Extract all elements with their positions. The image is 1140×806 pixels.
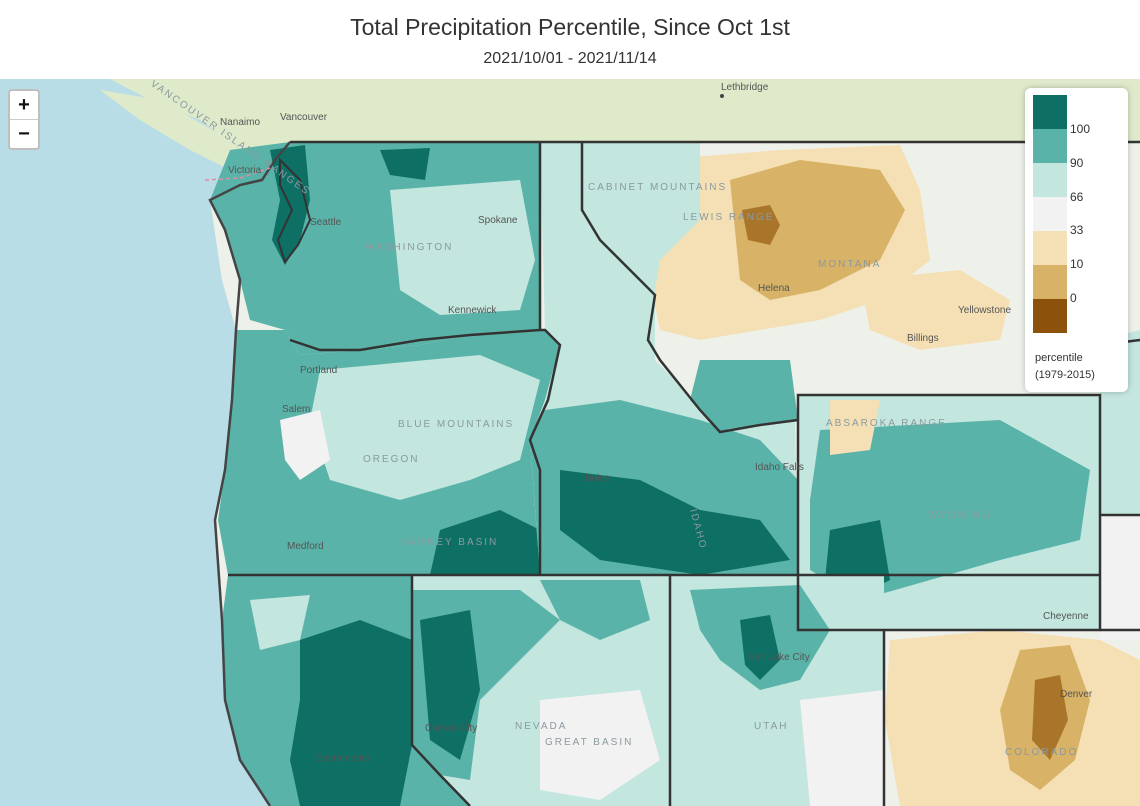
city-spokane: Spokane bbox=[478, 215, 518, 226]
zoom-out-button[interactable]: − bbox=[18, 123, 30, 145]
city-portland: Portland bbox=[300, 365, 337, 376]
nevada-north-wet bbox=[540, 580, 650, 640]
legend-tick-100: 100 bbox=[1070, 122, 1091, 136]
city-seattle: Seattle bbox=[310, 217, 342, 228]
region-nevada: NEVADA bbox=[515, 721, 567, 732]
legend-swatch-near-normal bbox=[1033, 197, 1067, 231]
california-moderate-patch bbox=[250, 595, 310, 650]
city-salt-lake-city: Salt Lake City bbox=[748, 652, 810, 663]
city-boise: Boise bbox=[585, 473, 610, 484]
nevada-wettest bbox=[420, 610, 480, 760]
puget-sound-shore bbox=[276, 157, 312, 265]
region-harney-basin: HARNEY BASIN bbox=[400, 537, 498, 548]
city-helena: Helena bbox=[758, 283, 790, 294]
city-idaho-falls: Idaho Falls bbox=[755, 462, 804, 473]
city-labels: Lethbridge Nanaimo Vancouver Victoria Se… bbox=[220, 82, 1093, 764]
map-legend: 100 90 66 33 10 0 percentile (1979-2015) bbox=[1025, 88, 1128, 392]
city-cheyenne: Cheyenne bbox=[1043, 611, 1089, 622]
region-utah: UTAH bbox=[754, 721, 788, 732]
harney-basin-wettest bbox=[430, 510, 540, 575]
region-washington: WASHINGTON bbox=[365, 242, 453, 253]
city-denver: Denver bbox=[1060, 689, 1093, 700]
legend-swatch-33-66 bbox=[1033, 163, 1067, 197]
wyoming-dry-patch bbox=[830, 400, 880, 455]
legend-swatch-66-90 bbox=[1033, 129, 1067, 163]
city-sacramento: Sacramento bbox=[316, 753, 370, 764]
region-lewis-range: LEWIS RANGE bbox=[683, 212, 774, 223]
colorado-driest-spot bbox=[1032, 675, 1068, 760]
legend-swatch-0-10 bbox=[1033, 265, 1067, 299]
legend-swatch-10-33 bbox=[1033, 231, 1067, 265]
montana-driest-spot bbox=[742, 205, 780, 245]
region-great-basin: GREAT BASIN bbox=[545, 737, 633, 748]
region-blue-mountains: BLUE MOUNTAINS bbox=[398, 419, 514, 430]
city-victoria: Victoria bbox=[228, 165, 262, 176]
city-carson-city: Carson City bbox=[425, 723, 477, 734]
canada-land bbox=[110, 79, 1140, 160]
city-medford: Medford bbox=[287, 541, 324, 552]
oregon-moderate bbox=[310, 355, 540, 500]
california-wettest bbox=[290, 620, 412, 806]
region-wyoming: WYOMING bbox=[928, 510, 992, 521]
oregon-dry-patch bbox=[280, 410, 330, 480]
cascades-wettest bbox=[380, 148, 430, 180]
city-salem: Salem bbox=[282, 404, 310, 415]
region-oregon: OREGON bbox=[363, 454, 419, 465]
city-kennewick: Kennewick bbox=[448, 305, 497, 316]
region-cabinet-mountains: CABINET MOUNTAINS bbox=[588, 182, 727, 193]
legend-tick-0: 0 bbox=[1070, 291, 1077, 305]
label-yellowstone: Yellowstone bbox=[958, 305, 1011, 316]
map-header: Total Precipitation Percentile, Since Oc… bbox=[0, 0, 1140, 79]
nebraska-strip bbox=[1100, 515, 1140, 640]
state-borders bbox=[228, 140, 1140, 806]
date-range: 2021/10/01 - 2021/11/14 bbox=[483, 50, 657, 67]
region-absaroka-range: ABSAROKA RANGE bbox=[826, 418, 947, 429]
legend-title-line2: (1979-2015) bbox=[1035, 369, 1095, 381]
legend-title-line1: percentile bbox=[1035, 352, 1083, 364]
city-billings: Billings bbox=[907, 333, 939, 344]
region-colorado: COLORADO bbox=[1005, 747, 1078, 758]
precipitation-map[interactable]: Lethbridge Nanaimo Vancouver Victoria Se… bbox=[0, 79, 1140, 806]
legend-tick-90: 90 bbox=[1070, 156, 1084, 170]
coastline bbox=[208, 141, 291, 806]
legend-swatch-90-100 bbox=[1033, 95, 1067, 129]
great-basin-dry bbox=[540, 690, 660, 800]
wasatch-wettest bbox=[740, 615, 780, 680]
page-title: Total Precipitation Percentile, Since Oc… bbox=[350, 14, 790, 40]
legend-tick-33: 33 bbox=[1070, 223, 1084, 237]
international-border bbox=[204, 167, 271, 181]
utah-dry-south bbox=[800, 690, 884, 806]
zoom-in-button[interactable]: + bbox=[10, 91, 38, 120]
legend-tick-66: 66 bbox=[1070, 190, 1084, 204]
city-vancouver: Vancouver bbox=[280, 112, 328, 123]
montana-dry-south bbox=[860, 270, 1010, 350]
snake-river-wettest bbox=[560, 470, 790, 575]
montana-southwest-wet bbox=[690, 360, 798, 430]
legend-tick-10: 10 bbox=[1070, 257, 1084, 271]
zoom-control: + − bbox=[8, 89, 40, 150]
region-montana: MONTANA bbox=[818, 259, 881, 270]
washington-moderate bbox=[390, 180, 535, 315]
city-nanaimo: Nanaimo bbox=[220, 117, 260, 128]
montana-dry-core bbox=[730, 160, 905, 300]
legend-title: percentile (1979-2015) bbox=[1035, 350, 1095, 384]
city-lethbridge: Lethbridge bbox=[721, 82, 769, 93]
legend-swatch-lowest bbox=[1033, 299, 1067, 333]
